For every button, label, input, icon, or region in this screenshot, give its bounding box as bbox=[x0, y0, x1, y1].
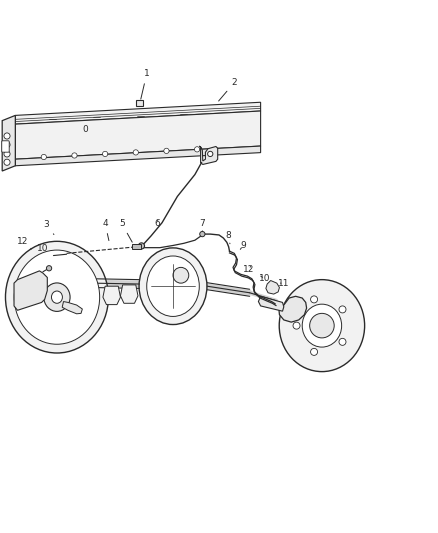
Text: 2: 2 bbox=[219, 78, 237, 101]
Text: 5: 5 bbox=[119, 219, 132, 242]
Circle shape bbox=[339, 306, 346, 313]
Circle shape bbox=[4, 151, 10, 157]
Circle shape bbox=[4, 142, 10, 148]
Polygon shape bbox=[279, 296, 307, 322]
Circle shape bbox=[339, 338, 346, 345]
Polygon shape bbox=[199, 146, 218, 165]
Text: 12: 12 bbox=[243, 265, 254, 274]
Polygon shape bbox=[15, 111, 261, 159]
Polygon shape bbox=[14, 271, 47, 310]
Circle shape bbox=[72, 153, 77, 158]
Ellipse shape bbox=[6, 241, 109, 353]
Text: 0: 0 bbox=[82, 125, 88, 134]
Circle shape bbox=[41, 155, 46, 159]
Text: 9: 9 bbox=[240, 241, 246, 250]
Text: 3: 3 bbox=[43, 220, 54, 235]
Polygon shape bbox=[132, 244, 141, 249]
Circle shape bbox=[200, 231, 205, 237]
Circle shape bbox=[138, 243, 145, 249]
Circle shape bbox=[4, 159, 10, 165]
Ellipse shape bbox=[279, 280, 364, 372]
Circle shape bbox=[208, 151, 213, 157]
Circle shape bbox=[173, 268, 189, 283]
Text: 1: 1 bbox=[141, 69, 150, 99]
Ellipse shape bbox=[147, 256, 199, 317]
Polygon shape bbox=[266, 280, 279, 294]
Polygon shape bbox=[15, 102, 261, 124]
Circle shape bbox=[194, 147, 200, 152]
Polygon shape bbox=[136, 101, 143, 106]
Text: 8: 8 bbox=[225, 231, 231, 244]
Circle shape bbox=[4, 133, 10, 139]
Circle shape bbox=[102, 151, 108, 157]
Ellipse shape bbox=[14, 250, 100, 344]
Polygon shape bbox=[62, 302, 82, 314]
Circle shape bbox=[311, 296, 318, 303]
Circle shape bbox=[293, 322, 300, 329]
Text: 11: 11 bbox=[278, 279, 290, 288]
Text: 4: 4 bbox=[102, 219, 109, 240]
FancyBboxPatch shape bbox=[2, 141, 9, 152]
Text: 10: 10 bbox=[259, 274, 271, 283]
Polygon shape bbox=[258, 296, 284, 311]
Polygon shape bbox=[2, 115, 15, 171]
Text: 12: 12 bbox=[17, 237, 32, 249]
Ellipse shape bbox=[302, 304, 342, 347]
Text: 7: 7 bbox=[199, 219, 205, 232]
Ellipse shape bbox=[139, 248, 207, 325]
Polygon shape bbox=[120, 285, 138, 303]
Ellipse shape bbox=[52, 291, 63, 303]
Circle shape bbox=[46, 265, 52, 271]
Polygon shape bbox=[15, 146, 261, 166]
Ellipse shape bbox=[44, 283, 70, 311]
Text: 6: 6 bbox=[155, 219, 161, 228]
Circle shape bbox=[310, 313, 334, 338]
Circle shape bbox=[311, 349, 318, 356]
Text: 10: 10 bbox=[37, 245, 52, 254]
Polygon shape bbox=[103, 286, 120, 304]
Circle shape bbox=[164, 148, 169, 154]
Circle shape bbox=[133, 150, 138, 155]
